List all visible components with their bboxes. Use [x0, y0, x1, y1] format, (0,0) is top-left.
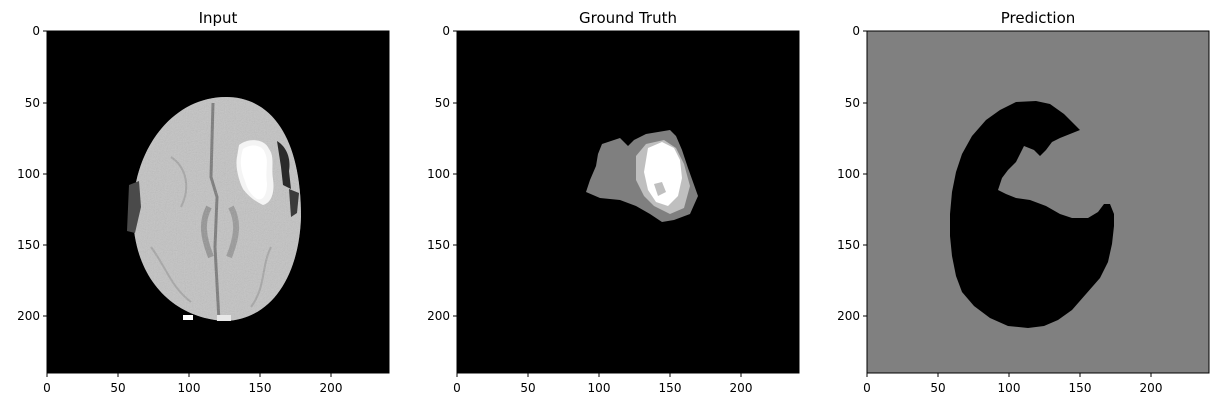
x-axis: 0 50 100 150 200	[43, 373, 342, 395]
x-tick-label: 150	[1069, 381, 1092, 395]
x-tick-label: 0	[43, 381, 51, 395]
panel-title: Ground Truth	[579, 9, 677, 27]
y-axis: 0 50 100 150 200	[17, 24, 47, 323]
y-tick-label: 0	[852, 24, 860, 38]
y-tick-label: 200	[427, 309, 450, 323]
x-tick-label: 50	[110, 381, 125, 395]
x-tick-label: 100	[178, 381, 201, 395]
y-tick-label: 150	[837, 238, 860, 252]
x-tick-label: 0	[863, 381, 871, 395]
x-tick-label: 200	[320, 381, 343, 395]
y-axis: 0 50 100 150 200	[427, 24, 457, 323]
x-tick-label: 100	[588, 381, 611, 395]
y-tick-label: 150	[427, 238, 450, 252]
segmentation-mask	[586, 130, 698, 222]
panel-title: Prediction	[1001, 9, 1076, 27]
y-tick-label: 100	[837, 167, 860, 181]
prediction-mask	[950, 101, 1114, 328]
brain-slice-image	[127, 97, 301, 321]
y-tick-label: 50	[25, 96, 40, 110]
x-tick-label: 0	[453, 381, 461, 395]
axes-frame	[456, 30, 800, 374]
x-axis: 0 50 100 150 200	[453, 373, 752, 395]
x-tick-label: 100	[998, 381, 1021, 395]
y-tick-label: 150	[17, 238, 40, 252]
x-tick-label: 50	[930, 381, 945, 395]
x-axis: 0 50 100 150 200	[863, 373, 1162, 395]
y-tick-label: 100	[427, 167, 450, 181]
panel-ground-truth: Ground Truth 0 50 100 150 200	[427, 9, 800, 395]
panel-prediction: Prediction 0 50 100 150 200 0 50 100	[837, 9, 1210, 395]
axes-frame	[866, 30, 1210, 374]
y-tick-label: 100	[17, 167, 40, 181]
y-tick-label: 50	[845, 96, 860, 110]
x-tick-label: 150	[659, 381, 682, 395]
y-tick-label: 0	[442, 24, 450, 38]
y-tick-label: 50	[435, 96, 450, 110]
y-tick-label: 200	[17, 309, 40, 323]
panel-title: Input	[199, 9, 238, 27]
panel-input: Input	[17, 9, 390, 395]
axes-frame	[46, 30, 390, 374]
x-tick-label: 50	[520, 381, 535, 395]
y-tick-label: 0	[32, 24, 40, 38]
x-tick-label: 200	[1140, 381, 1163, 395]
y-tick-label: 200	[837, 309, 860, 323]
x-tick-label: 150	[249, 381, 272, 395]
x-tick-label: 200	[730, 381, 753, 395]
y-axis: 0 50 100 150 200	[837, 24, 867, 323]
